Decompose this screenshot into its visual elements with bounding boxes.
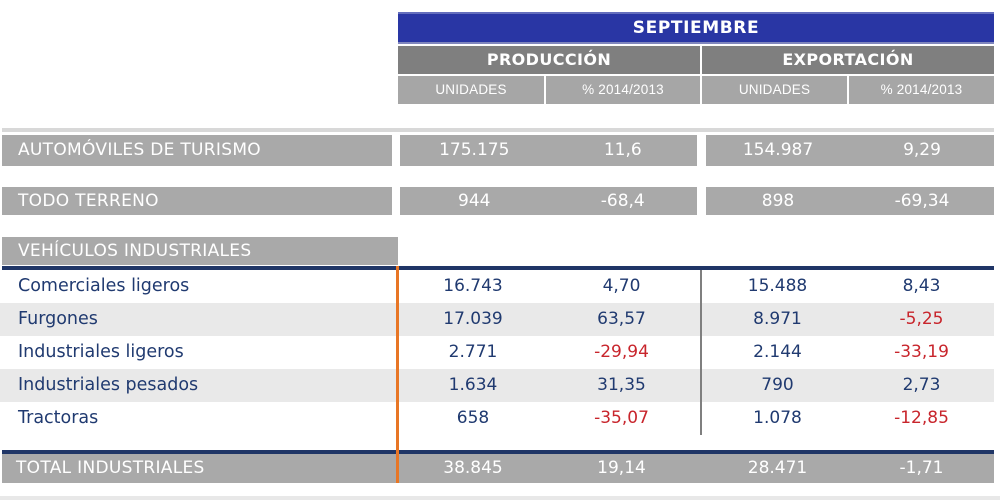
row-label: Comerciales ligeros [18, 276, 190, 296]
todo-terreno-exp-pct: -69,34 [894, 191, 950, 211]
navy-rule-bottom [2, 450, 994, 454]
table-row: Industriales pesados 1.634 31,35 790 2,7… [0, 369, 994, 402]
turismo-production-cells: 175.175 11,6 [400, 135, 697, 166]
turismo-exp-pct: 9,29 [903, 140, 941, 160]
cell-exp-units: 8.971 [753, 309, 802, 329]
cell-prod-units: 658 [456, 408, 490, 428]
cell-exp-units: 2.144 [753, 342, 802, 362]
month-header: SEPTIEMBRE [398, 12, 994, 44]
column-header-production-pct: % 2014/2013 [546, 76, 700, 104]
turismo-export-cells: 154.987 9,29 [706, 135, 994, 166]
cell-exp-pct: -12,85 [894, 408, 949, 428]
table-row: Tractoras 658 -35,07 1.078 -12,85 [0, 402, 994, 435]
cell-prod-pct: 31,35 [597, 375, 646, 395]
cell-exp-units: 1.078 [753, 408, 802, 428]
row-label: Furgones [18, 309, 98, 329]
cell-prod-units: 1.634 [448, 375, 498, 395]
section-header-industriales: VEHÍCULOS INDUSTRIALES [2, 237, 398, 265]
row-label: Tractoras [18, 408, 99, 428]
cell-exp-pct: -33,19 [894, 342, 949, 362]
cell-exp-pct: 8,43 [902, 276, 941, 296]
turismo-exp-units: 154.987 [742, 140, 814, 160]
cell-prod-pct: -35,07 [594, 408, 649, 428]
production-group-header: PRODUCCIÓN [398, 46, 700, 74]
total-exp-pct: -1,71 [899, 458, 944, 478]
column-header-export-units: UNIDADES [702, 76, 847, 104]
row-label-turismo: AUTOMÓVILES DE TURISMO [2, 135, 392, 166]
row-label: Industriales ligeros [18, 342, 184, 362]
cell-prod-pct: 4,70 [602, 276, 641, 296]
group-divider-line [700, 270, 702, 435]
cell-exp-units: 790 [761, 375, 794, 395]
todo-terreno-export-cells: 898 -69,34 [706, 187, 994, 215]
todo-terreno-prod-units: 944 [458, 191, 491, 211]
cell-prod-pct: 63,57 [597, 309, 646, 329]
turismo-prod-units: 175.175 [439, 140, 510, 160]
todo-terreno-exp-units: 898 [761, 191, 795, 211]
todo-terreno-production-cells: 944 -68,4 [400, 187, 697, 215]
total-label: TOTAL INDUSTRIALES [16, 458, 205, 478]
divider-line [2, 128, 994, 132]
table-row: Industriales ligeros 2.771 -29,94 2.144 … [0, 336, 994, 369]
row-label: Industriales pesados [18, 375, 199, 395]
row-label-todo-terreno: TODO TERRENO [2, 187, 392, 215]
cell-exp-units: 15.488 [747, 276, 808, 296]
total-prod-units: 38.845 [443, 458, 503, 478]
total-row: TOTAL INDUSTRIALES 38.845 19,14 28.471 -… [2, 454, 994, 483]
navy-rule-top [2, 266, 994, 270]
turismo-prod-pct: 11,6 [603, 140, 642, 160]
todo-terreno-prod-pct: -68,4 [600, 191, 645, 211]
table-row: Comerciales ligeros 16.743 4,70 15.488 8… [0, 270, 994, 303]
cell-prod-units: 17.039 [443, 309, 503, 329]
table-row: Furgones 17.039 63,57 8.971 -5,25 [0, 303, 994, 336]
bottom-edge-strip [0, 496, 1000, 500]
cell-prod-pct: -29,94 [594, 342, 649, 362]
cell-exp-pct: 2,73 [902, 375, 941, 395]
export-group-header: EXPORTACIÓN [702, 46, 994, 74]
column-header-export-pct: % 2014/2013 [849, 76, 994, 104]
total-exp-units: 28.471 [747, 458, 808, 478]
cell-prod-units: 2.771 [448, 342, 498, 362]
orange-accent-line [396, 266, 399, 483]
cell-prod-units: 16.743 [443, 276, 503, 296]
column-header-production-units: UNIDADES [398, 76, 544, 104]
total-prod-pct: 19,14 [597, 458, 646, 478]
cell-exp-pct: -5,25 [899, 309, 944, 329]
